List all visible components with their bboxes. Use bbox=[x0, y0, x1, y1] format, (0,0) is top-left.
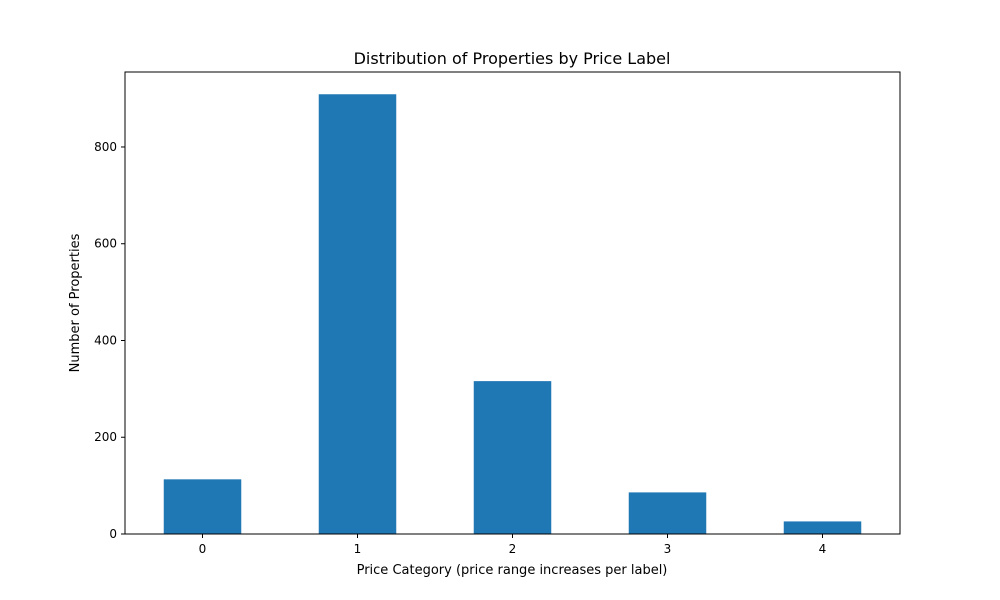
chart-title: Distribution of Properties by Price Labe… bbox=[354, 49, 671, 68]
y-tick-label-600: 600 bbox=[94, 237, 117, 251]
y-tick-label-0: 0 bbox=[109, 527, 117, 541]
y-tick-label-400: 400 bbox=[94, 333, 117, 347]
x-tick-label-1: 1 bbox=[354, 542, 362, 556]
x-tick-label-4: 4 bbox=[819, 542, 827, 556]
bar-3 bbox=[628, 492, 707, 534]
x-tick-label-0: 0 bbox=[199, 542, 207, 556]
bar-1 bbox=[318, 94, 397, 534]
bar-4 bbox=[783, 521, 862, 534]
x-tick-label-2: 2 bbox=[509, 542, 517, 556]
x-tick-label-3: 3 bbox=[664, 542, 672, 556]
x-axis-label: Price Category (price range increases pe… bbox=[357, 563, 668, 578]
plot-frame bbox=[124, 71, 901, 535]
y-axis-ticks: 0 200 400 600 800 bbox=[94, 140, 125, 541]
y-tick-label-200: 200 bbox=[94, 430, 117, 444]
y-axis-label: Number of Properties bbox=[68, 233, 83, 372]
bar-2 bbox=[473, 381, 552, 534]
bar-0 bbox=[163, 479, 242, 534]
x-axis-ticks: 0 1 2 3 4 bbox=[199, 534, 827, 556]
y-tick-label-800: 800 bbox=[94, 140, 117, 154]
bars-group bbox=[163, 94, 862, 534]
